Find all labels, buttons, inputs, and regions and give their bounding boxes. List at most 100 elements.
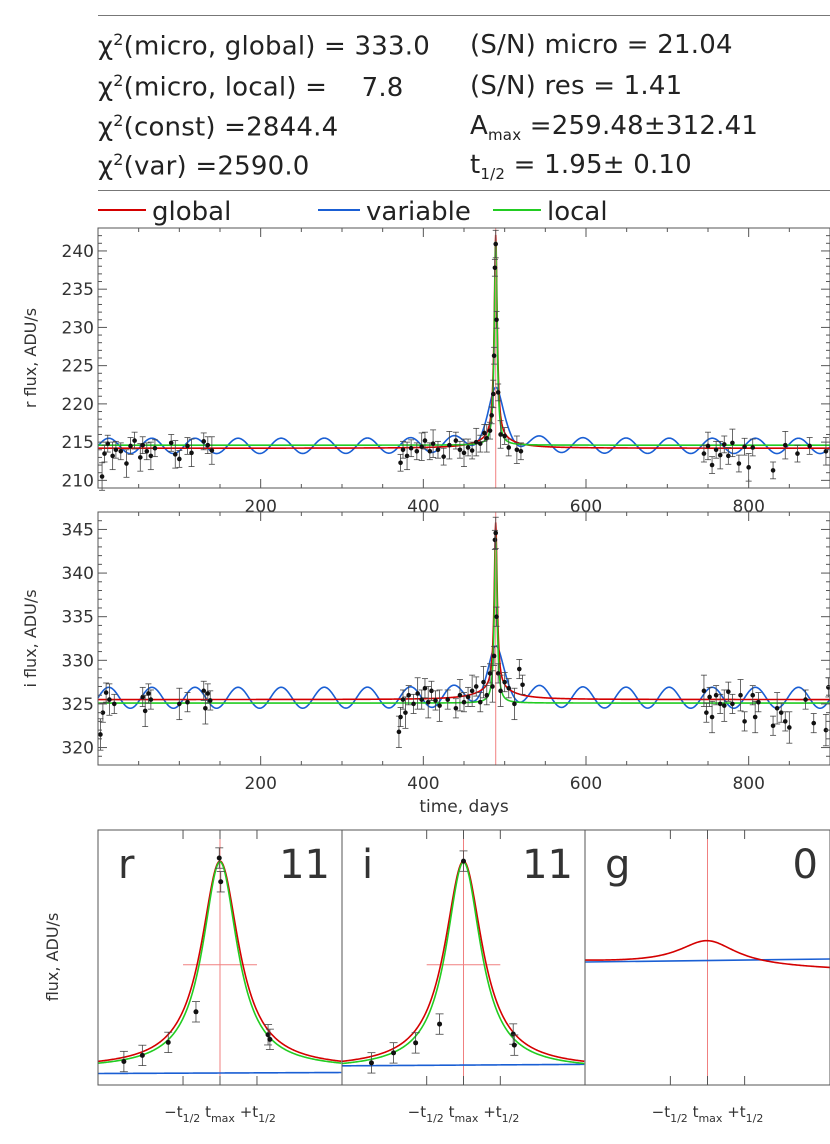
data-point: [368, 1060, 374, 1066]
y-tick-label: 325: [62, 695, 94, 715]
data-point: [490, 684, 495, 689]
data-point: [770, 723, 776, 729]
data-point: [193, 1009, 199, 1015]
data-point: [209, 448, 215, 453]
lightcurve-plot-i-lightcurve: 320 325 330 335 340 345 200 400 600 800 i flux, AD…: [21, 511, 830, 817]
data-point: [113, 447, 119, 453]
data-point: [400, 697, 406, 702]
chi2-const-stat: χ2(const) =2844.4: [98, 111, 339, 143]
y-tick-label: 335: [62, 608, 94, 628]
data-point: [453, 438, 459, 443]
data-point: [713, 692, 719, 698]
data-point: [738, 692, 743, 698]
data-point: [445, 697, 451, 702]
data-point: [429, 688, 434, 694]
data-point: [811, 720, 817, 726]
y-tick-label: 330: [62, 651, 94, 671]
data-point: [494, 614, 499, 619]
data-point: [148, 453, 154, 459]
local-curve: [98, 536, 830, 704]
data-point: [437, 703, 442, 708]
thalf-stat: t1/2 = 1.95± 0.10: [470, 150, 692, 184]
chi2-local-stat: χ2(micro, local) = 7.8: [98, 71, 404, 103]
data-point: [425, 699, 431, 705]
data-point: [172, 452, 178, 457]
data-point: [726, 689, 731, 695]
data-point: [489, 413, 494, 418]
data-point: [152, 445, 158, 451]
data-point: [473, 684, 479, 689]
band-label: g: [605, 842, 630, 888]
band-label: r: [118, 842, 135, 888]
x-tick-label: 200: [244, 774, 276, 794]
data-point: [487, 428, 493, 433]
data-point: [422, 438, 428, 443]
data-point: [742, 444, 747, 450]
data-point: [140, 442, 146, 448]
x-axis-label: time, days: [419, 797, 508, 817]
point-count: 11: [279, 842, 330, 888]
local-curve: [98, 240, 830, 446]
legend-global-label: global: [152, 197, 232, 227]
data-point: [721, 442, 727, 447]
data-point: [185, 699, 190, 705]
data-point: [713, 447, 719, 453]
data-point: [146, 691, 151, 696]
data-point: [477, 441, 483, 446]
legend-global: global: [98, 197, 231, 227]
global-curve: [585, 939, 830, 969]
data-point: [391, 1050, 397, 1056]
data-point: [396, 729, 402, 735]
data-point: [752, 714, 758, 720]
data-point: [484, 435, 490, 441]
data-point: [124, 461, 129, 466]
data-point: [717, 452, 723, 458]
zoom-plot-r-zoom: r 11 −t1/2 tmax +t1/2: [97, 829, 343, 1125]
chi2-var-stat: χ2(var) =2590.0: [98, 150, 310, 182]
data-point: [177, 456, 182, 462]
data-point: [492, 537, 498, 543]
data-point: [826, 685, 830, 690]
variable-curve: [584, 958, 830, 963]
data-point: [742, 719, 747, 724]
data-point: [782, 442, 788, 448]
data-point: [419, 697, 425, 702]
data-point: [457, 447, 463, 453]
data-point: [803, 697, 808, 702]
variable-curve: [342, 1063, 585, 1067]
legend-local: local: [493, 197, 608, 227]
data-point: [512, 701, 517, 707]
data-point: [469, 688, 475, 694]
data-point: [128, 443, 133, 449]
zoom-plot-i-zoom: i 11 −t1/2 tmax +t1/2: [341, 829, 586, 1125]
data-point: [415, 691, 420, 696]
global-curve: [98, 234, 830, 450]
data-point: [705, 443, 711, 449]
data-point: [787, 725, 792, 730]
data-point: [782, 719, 788, 724]
data-point: [510, 1031, 516, 1037]
top-rule: [98, 15, 830, 16]
data-point: [484, 692, 490, 698]
data-point: [437, 1021, 443, 1027]
data-point: [506, 445, 512, 450]
data-point: [495, 671, 501, 676]
data-point: [709, 714, 715, 720]
data-point: [148, 697, 154, 702]
y-tick-label: 240: [62, 242, 94, 262]
data-point: [100, 710, 106, 715]
data-point: [118, 448, 124, 454]
data-point: [398, 714, 403, 720]
data-point: [730, 701, 735, 707]
data-point: [495, 390, 501, 395]
y-tick-label: 230: [62, 318, 94, 338]
data-point: [465, 694, 471, 700]
data-point: [502, 679, 507, 685]
data-point: [408, 445, 414, 451]
data-point: [430, 441, 436, 446]
data-point: [494, 317, 499, 323]
data-point: [201, 688, 207, 694]
zoom-x-tick-labels: −t1/2 tmax +t1/2: [164, 1103, 276, 1125]
legend-variable: variable: [318, 197, 471, 227]
